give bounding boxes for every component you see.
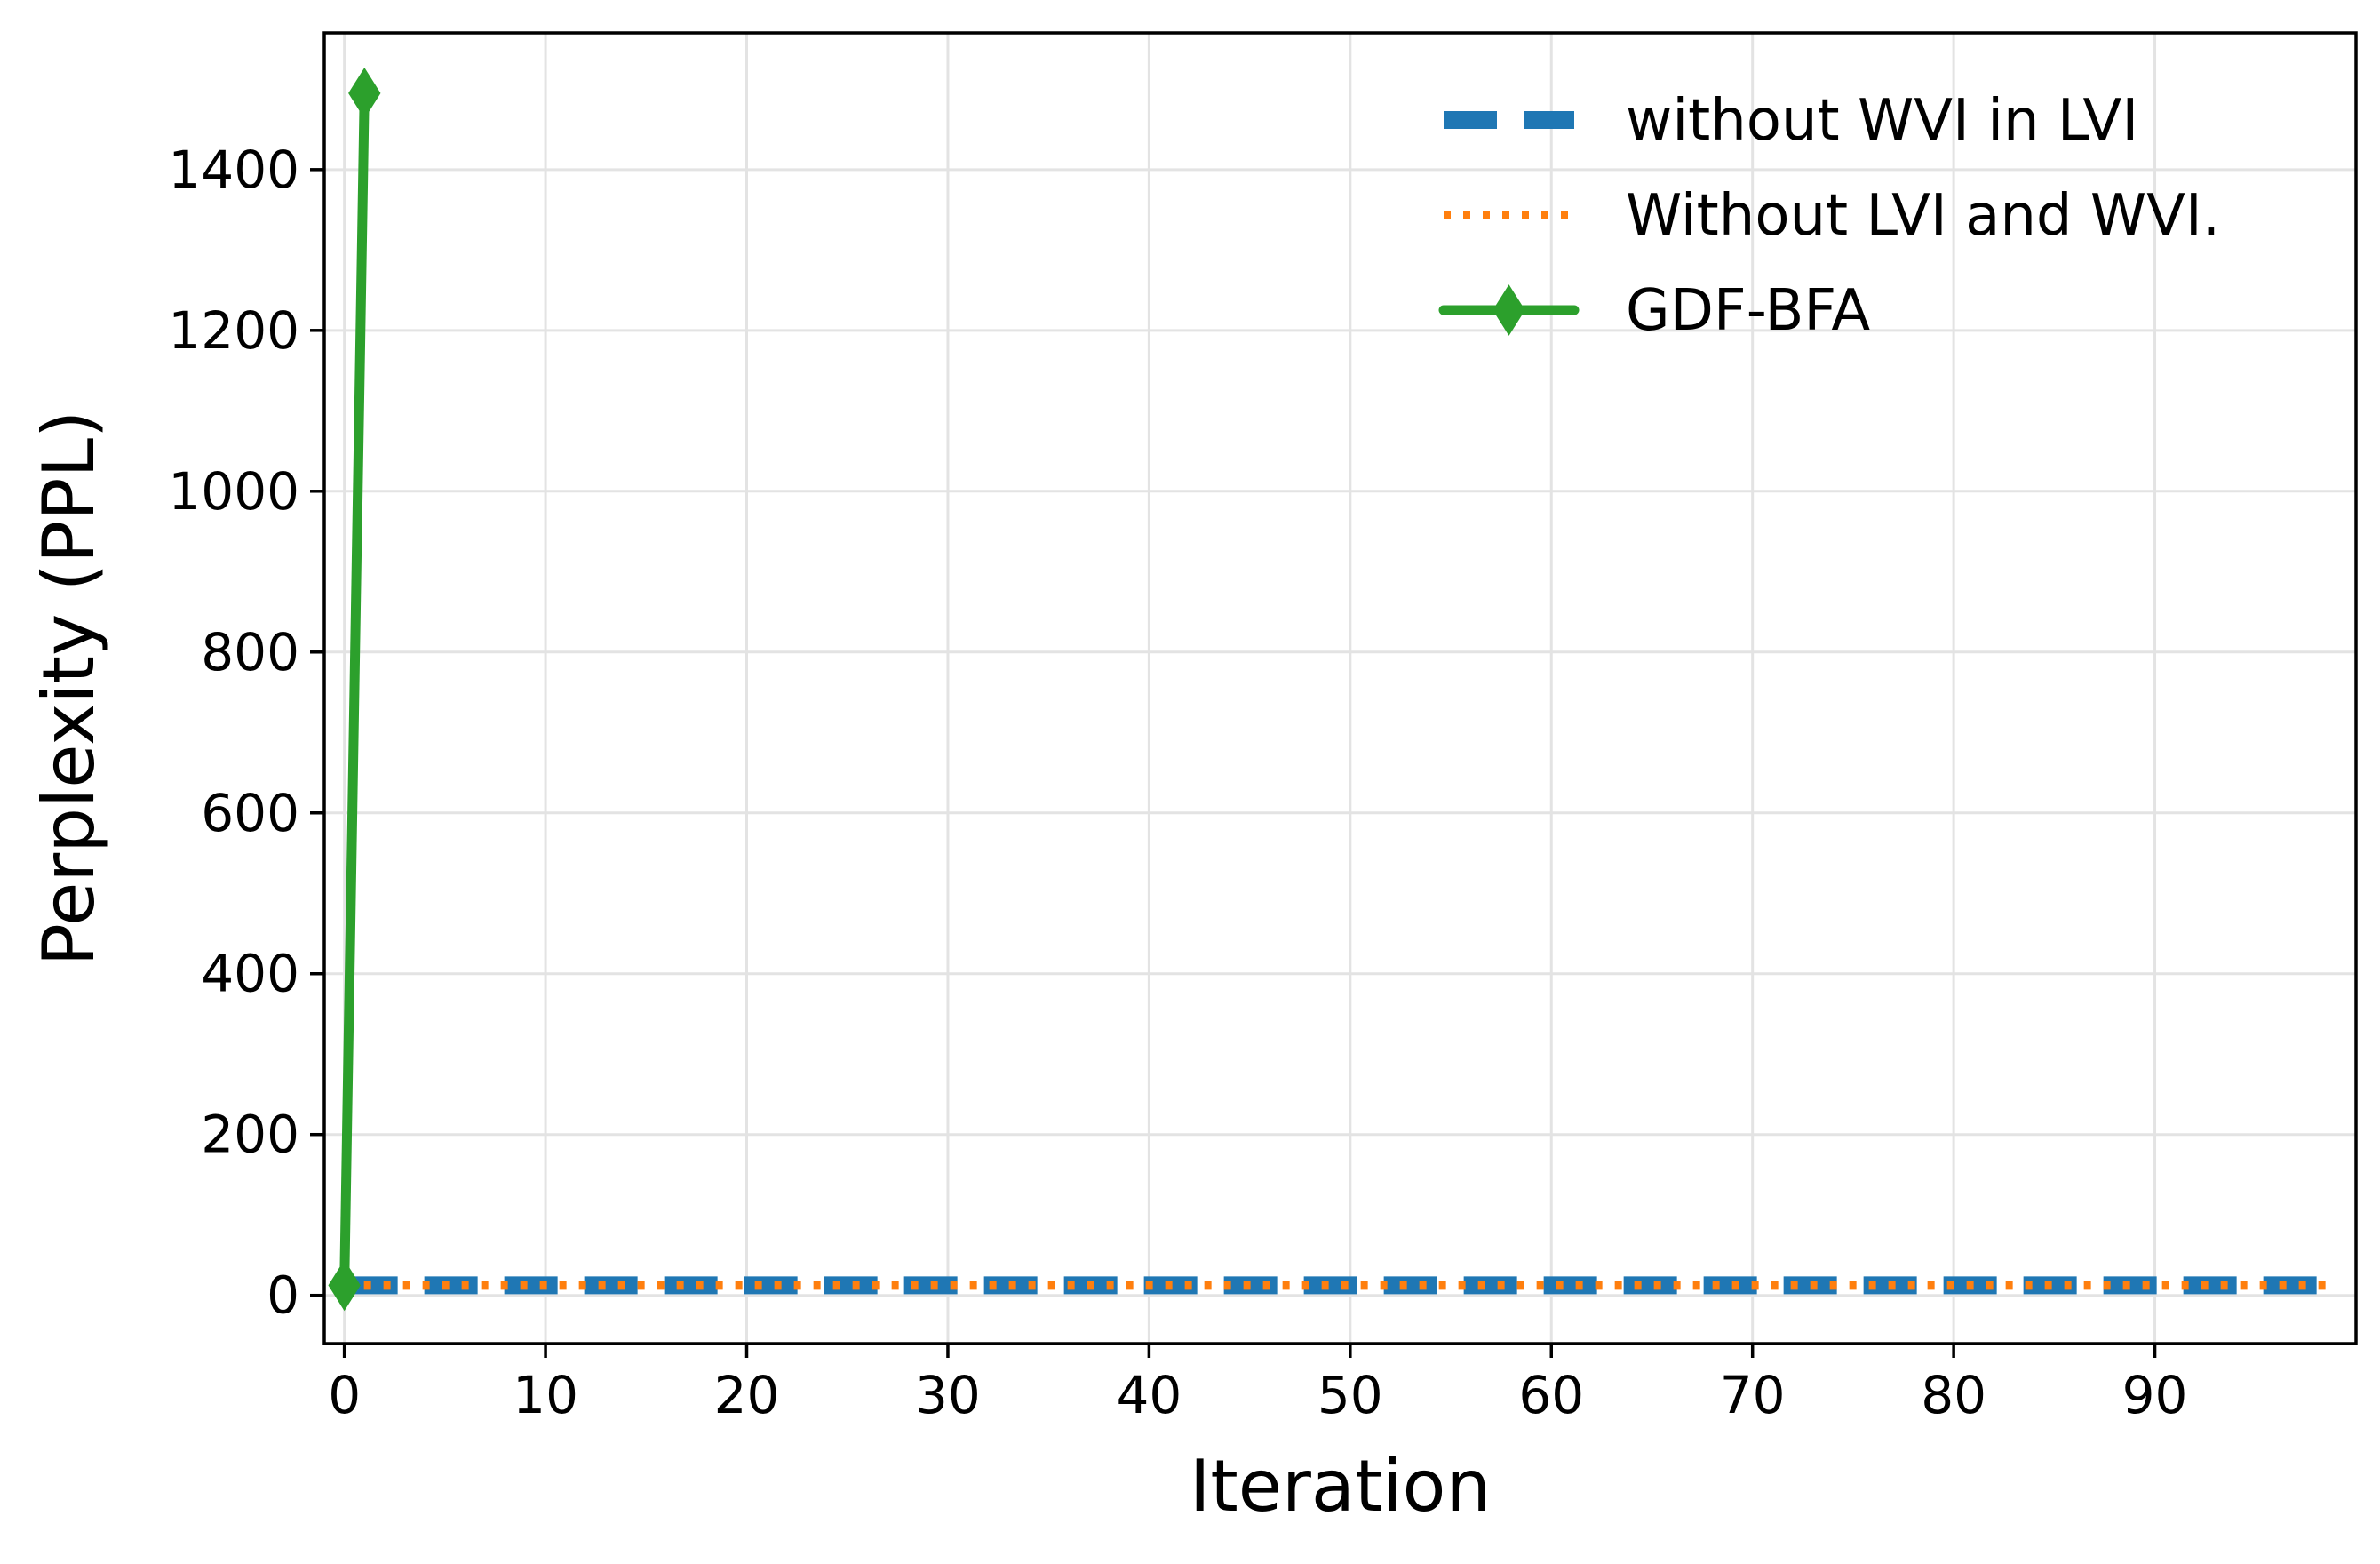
y-tick-label: 0 (267, 1265, 299, 1326)
x-axis-title: Iteration (1190, 1445, 1491, 1528)
legend-label-0: without WVI in LVI (1626, 88, 2138, 154)
y-tick-label: 1400 (168, 140, 299, 200)
legend-marker (1492, 284, 1525, 336)
legend-label-2: GDF-BFA (1626, 278, 1870, 344)
x-tick-label: 30 (915, 1365, 981, 1425)
x-tick-label: 10 (513, 1365, 578, 1425)
x-tick-label: 40 (1116, 1365, 1182, 1425)
x-tick-label: 20 (714, 1365, 780, 1425)
grid (324, 33, 2356, 1344)
ticks: 0 10 20 30 40 50 60 70 80 90 0 200 400 600 800 1000 1200… (168, 140, 2187, 1425)
legend: without WVI in LVI Without LVI and WVI. GD… (1438, 88, 2220, 344)
x-tick-label: 0 (328, 1365, 361, 1425)
y-tick-label: 400 (201, 944, 299, 1004)
y-tick-label: 200 (201, 1105, 299, 1165)
x-tick-label: 80 (1921, 1365, 1986, 1425)
x-tick-label: 90 (2122, 1365, 2188, 1425)
legend-label-1: Without LVI and WVI. (1626, 183, 2220, 249)
y-tick-label: 800 (201, 622, 299, 682)
series-line-2 (339, 88, 370, 1290)
x-tick-label: 70 (1720, 1365, 1786, 1425)
y-tick-label: 600 (201, 783, 299, 843)
y-tick-label: 1200 (168, 300, 299, 361)
series-layer (328, 67, 2336, 1312)
data-point-marker (348, 67, 381, 119)
x-tick-label: 60 (1518, 1365, 1584, 1425)
y-axis-title: Perplexity (PPL) (28, 411, 110, 967)
plot-frame (322, 31, 2358, 1345)
data-point-marker (328, 1259, 361, 1312)
x-tick-label: 50 (1317, 1365, 1383, 1425)
y-tick-label: 1000 (168, 461, 299, 522)
